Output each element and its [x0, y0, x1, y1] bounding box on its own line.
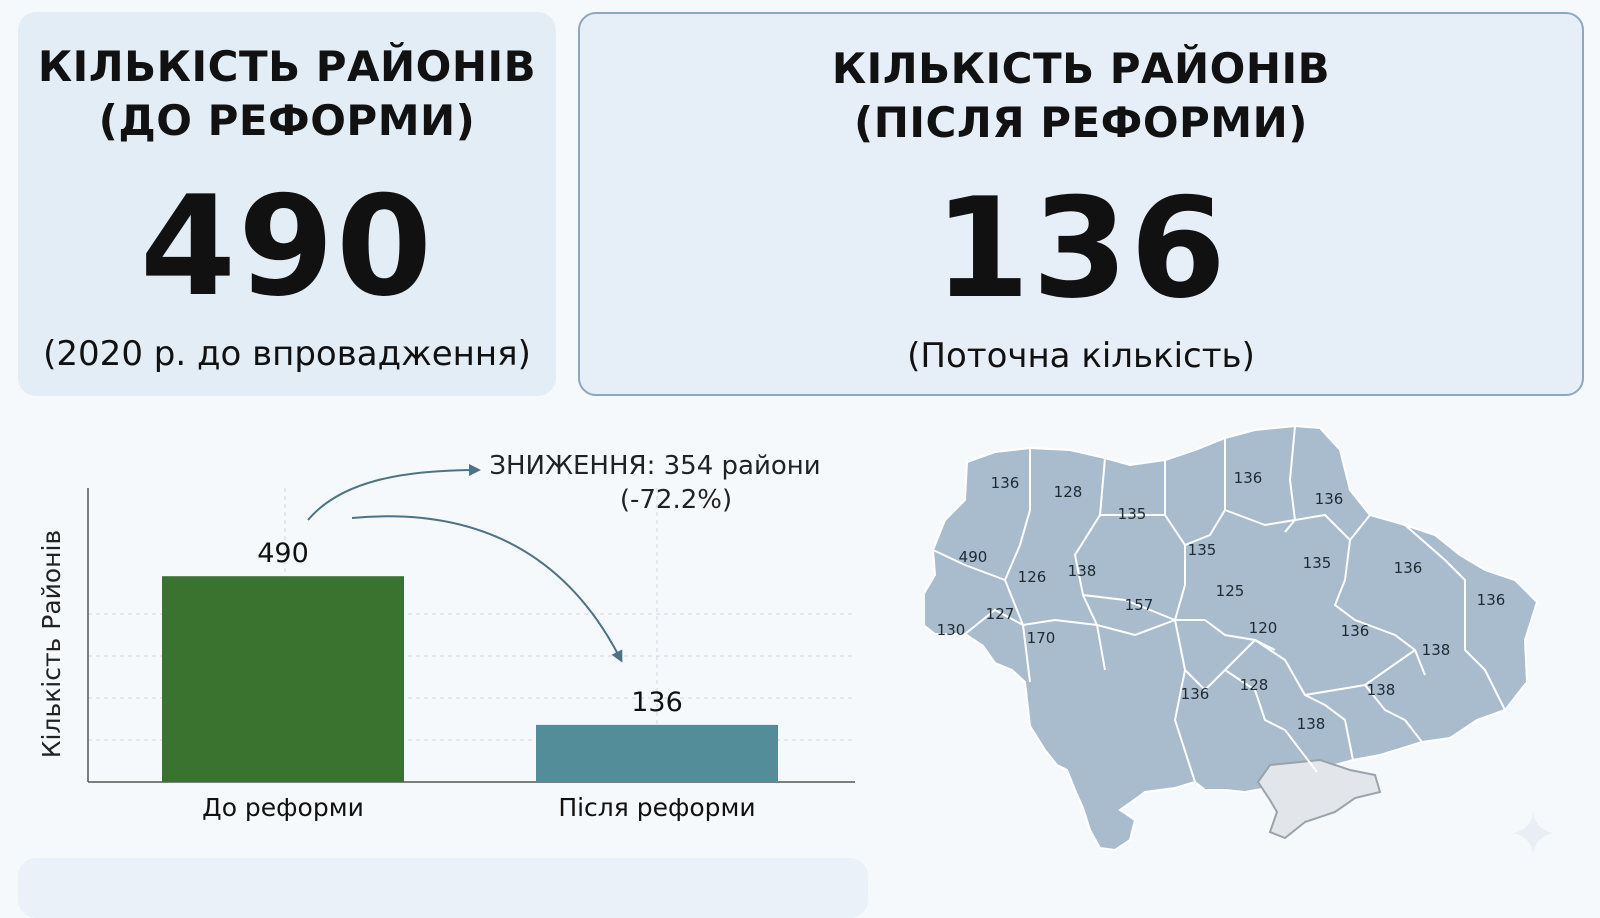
- bottom-panel: [18, 858, 868, 918]
- region-count-label: 135: [1303, 554, 1332, 572]
- region-count-label: 136: [1477, 591, 1506, 609]
- region-count-label: 127: [986, 605, 1015, 623]
- region-count-label: 136: [1315, 490, 1344, 508]
- sparkle-icon: ✦: [1508, 800, 1559, 870]
- region-count-label: 138: [1367, 681, 1396, 699]
- x-tick-label: До реформи: [202, 793, 364, 822]
- region-count-label: 138: [1422, 641, 1451, 659]
- region-count-label: 138: [1297, 715, 1326, 733]
- reduction-percent: (-72.2%): [620, 485, 732, 515]
- region-count-label: 170: [1027, 629, 1056, 647]
- y-axis-title: Кількість Районів: [37, 530, 66, 758]
- region-borders: [932, 425, 1506, 783]
- before-reform-card: КІЛЬКІСТЬ РАЙОНІВ (ДО РЕФОРМИ) 490 (2020…: [18, 12, 556, 396]
- region-count-label: 120: [1249, 619, 1278, 637]
- card-subtitle: (2020 р. до впровадження): [43, 334, 531, 374]
- region-count-label: 128: [1240, 676, 1269, 694]
- region-count-label: 125: [1216, 582, 1245, 600]
- crimea-region: [1256, 758, 1382, 840]
- card-title: КІЛЬКІСТЬ РАЙОНІВ (ПІСЛЯ РЕФОРМИ): [831, 44, 1331, 147]
- region-count-label: 135: [1118, 505, 1147, 523]
- region-count-label: 157: [1125, 596, 1154, 614]
- annotation-arrow-down: [351, 515, 623, 663]
- ukraine-map: 136 128 135 135 136 136 490 126 138 157 125 135 136 1…: [915, 420, 1580, 870]
- bar-data-label: 490: [257, 538, 309, 569]
- card-subtitle: (Поточна кількість): [907, 336, 1255, 376]
- bar: [162, 576, 404, 782]
- card-value: 136: [933, 168, 1229, 329]
- region-count-label: 135: [1188, 541, 1217, 559]
- map-canvas: 136 128 135 135 136 136 490 126 138 157 125 135 136 1…: [915, 424, 1539, 852]
- region-count-label: 136: [991, 474, 1020, 492]
- card-value: 490: [139, 166, 435, 327]
- after-reform-card: КІЛЬКІСТЬ РАЙОНІВ (ПІСЛЯ РЕФОРМИ) 136 (П…: [578, 12, 1584, 396]
- region-count-label: 126: [1018, 568, 1047, 586]
- region-count-label: 136: [1341, 622, 1370, 640]
- x-tick-label: Після реформи: [558, 793, 755, 822]
- region-count-label: 136: [1394, 559, 1423, 577]
- region-count-label: 136: [1234, 469, 1263, 487]
- card-title: КІЛЬКІСТЬ РАЙОНІВ (ДО РЕФОРМИ): [37, 42, 537, 145]
- bar-chart: 490 До реформи 136 Після реформи Кількість …: [0, 420, 900, 850]
- region-count-label: 490: [959, 548, 988, 566]
- reduction-label: ЗНИЖЕННЯ: 354 райони: [489, 451, 820, 481]
- region-count-label: 130: [937, 621, 966, 639]
- region-count-label: 138: [1068, 562, 1097, 580]
- region-count-label: 128: [1054, 483, 1083, 501]
- bar: [536, 724, 778, 782]
- bar-data-label: 136: [631, 687, 683, 718]
- chart-canvas: 490 До реформи 136 Після реформи Кількість …: [37, 451, 855, 822]
- region-count-label: 136: [1181, 685, 1210, 703]
- annotation-arrow-up: [307, 464, 481, 521]
